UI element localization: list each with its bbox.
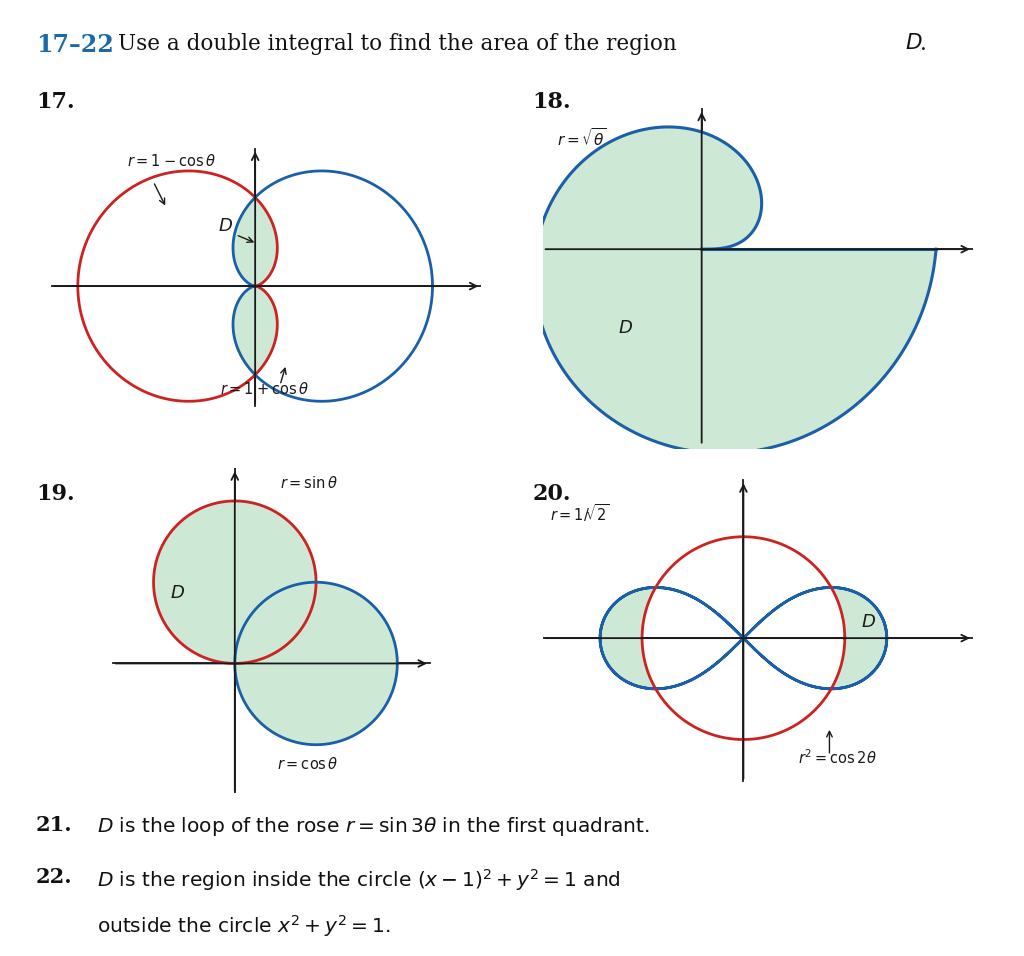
Text: $r = \sin\theta$: $r = \sin\theta$ <box>281 475 338 491</box>
Text: $r = \sqrt{\theta}$: $r = \sqrt{\theta}$ <box>557 127 606 149</box>
Text: $r = 1 + \cos\theta$: $r = 1 + \cos\theta$ <box>219 381 308 398</box>
Polygon shape <box>234 582 397 745</box>
Text: 21.: 21. <box>36 815 73 835</box>
Text: $D$ is the region inside the circle $(x - 1)^2 + y^2 = 1$ and: $D$ is the region inside the circle $(x … <box>97 867 621 893</box>
Text: $D$: $D$ <box>905 33 923 54</box>
Text: 20.: 20. <box>532 483 571 505</box>
Polygon shape <box>154 501 316 663</box>
Text: $D$: $D$ <box>861 613 876 631</box>
Polygon shape <box>831 587 887 689</box>
Text: 22.: 22. <box>36 867 73 887</box>
Text: $r = \cos\theta$: $r = \cos\theta$ <box>278 756 339 772</box>
Text: outside the circle $x^2 + y^2 = 1$.: outside the circle $x^2 + y^2 = 1$. <box>97 913 391 939</box>
Text: .: . <box>920 33 927 55</box>
Text: $r = 1 - \cos\theta$: $r = 1 - \cos\theta$ <box>127 153 215 169</box>
Polygon shape <box>600 587 655 689</box>
Text: $D$: $D$ <box>617 319 633 337</box>
Text: Use a double integral to find the area of the region: Use a double integral to find the area o… <box>118 33 677 55</box>
Text: $D$: $D$ <box>218 217 232 235</box>
Text: 18.: 18. <box>532 91 571 113</box>
Text: 17.: 17. <box>36 91 75 113</box>
Text: 17–22: 17–22 <box>36 33 114 57</box>
Text: $D$ is the loop of the rose $r = \sin 3\theta$ in the first quadrant.: $D$ is the loop of the rose $r = \sin 3\… <box>97 815 650 837</box>
Text: $D$: $D$ <box>170 584 184 602</box>
Polygon shape <box>233 198 278 375</box>
Text: $r = 1/\!\sqrt{2}$: $r = 1/\!\sqrt{2}$ <box>550 502 609 524</box>
Polygon shape <box>534 127 936 453</box>
Text: $r^2 = \cos 2\theta$: $r^2 = \cos 2\theta$ <box>798 749 877 768</box>
Text: 19.: 19. <box>36 483 75 505</box>
